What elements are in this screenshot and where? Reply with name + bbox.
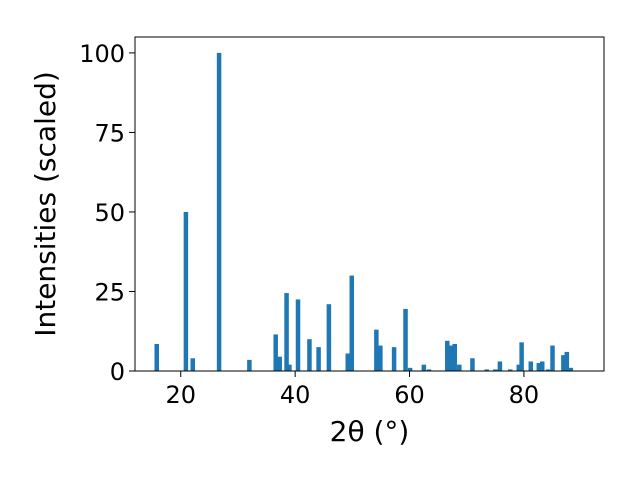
bar — [374, 329, 379, 371]
x-tick-label: 40 — [280, 381, 311, 409]
bar — [484, 369, 489, 371]
bar — [452, 343, 457, 371]
y-tick-label: 25 — [94, 278, 125, 306]
bar — [564, 351, 570, 371]
bar — [561, 355, 566, 371]
bar — [183, 211, 189, 371]
bar — [295, 299, 301, 371]
bar — [568, 367, 574, 371]
y-tick-label: 75 — [94, 119, 125, 147]
x-tick-label: 80 — [509, 381, 540, 409]
bar — [536, 363, 542, 371]
bar — [519, 342, 524, 371]
y-tick-label: 0 — [110, 358, 125, 386]
bar — [284, 293, 289, 371]
y-tick-label: 50 — [94, 199, 125, 227]
bar — [457, 364, 462, 371]
bar — [154, 343, 159, 371]
bar — [407, 367, 413, 371]
bar — [273, 334, 278, 371]
bar — [307, 339, 312, 371]
bar — [470, 358, 475, 371]
bar — [545, 369, 551, 371]
bar — [493, 369, 498, 371]
bar — [445, 340, 450, 371]
bar — [421, 364, 427, 371]
bar — [190, 358, 196, 371]
y-axis-ticks: 0 25 50 75 100 — [79, 40, 135, 386]
bar — [378, 345, 383, 371]
bar — [497, 361, 503, 371]
y-axis-label: Intensities (scaled) — [29, 71, 62, 337]
bar — [449, 345, 454, 371]
bar-series — [154, 52, 574, 372]
bar — [516, 364, 522, 371]
bar — [507, 369, 513, 371]
bar — [349, 275, 355, 371]
bar — [247, 359, 252, 371]
bar — [426, 369, 432, 371]
x-axis-label: 2θ (°) — [330, 415, 410, 448]
bar — [528, 361, 534, 371]
bar — [403, 308, 408, 371]
bar — [287, 364, 292, 371]
y-tick-label: 100 — [79, 40, 125, 68]
bar — [316, 347, 321, 371]
x-axis-ticks: 20 40 60 80 — [165, 371, 539, 409]
bar — [391, 347, 397, 371]
bar — [277, 356, 282, 371]
bar — [326, 304, 332, 371]
x-tick-label: 20 — [165, 381, 196, 409]
bar — [216, 52, 222, 372]
bar — [539, 361, 545, 371]
plot-area-frame — [134, 36, 605, 372]
bar — [550, 345, 555, 371]
x-tick-label: 60 — [394, 381, 425, 409]
bar — [345, 353, 351, 371]
